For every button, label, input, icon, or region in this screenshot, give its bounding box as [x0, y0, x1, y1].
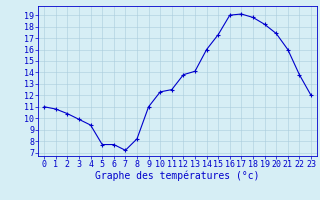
X-axis label: Graphe des températures (°c): Graphe des températures (°c) [95, 171, 260, 181]
